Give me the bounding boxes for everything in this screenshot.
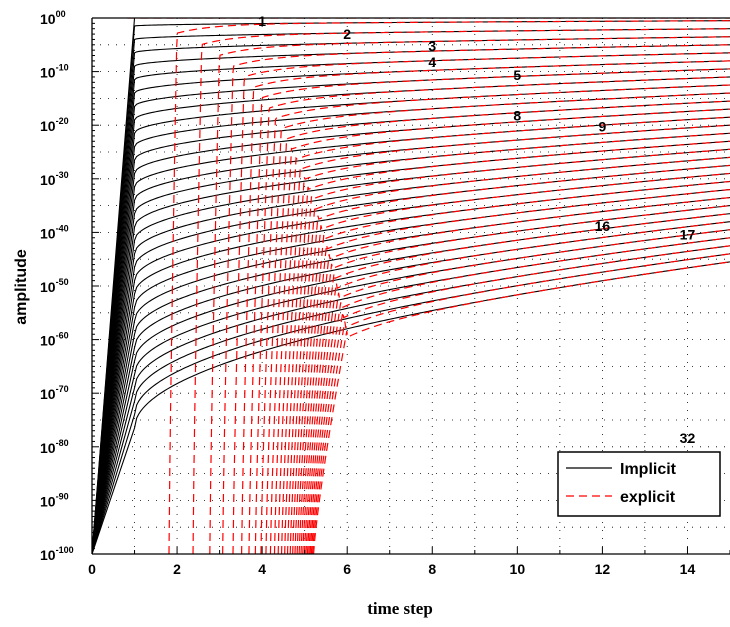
x-tick-label: 14 [680,561,696,577]
curve-label: 4 [428,54,436,70]
y-tick-label: 10-70 [40,384,69,402]
y-axis-ticks: 1000 10-10 10-20 10-30 10-40 10-50 10-60 10-70 1… [40,9,74,563]
explicit-curve [269,100,730,554]
explicit-curve [306,221,730,554]
explicit-curve [232,52,730,554]
curve-label: 3 [428,38,436,54]
curve-label: 2 [343,26,351,42]
explicit-curve [280,124,730,554]
implicit-curve [92,213,730,554]
explicit-curve [284,132,730,554]
x-tick-label: 2 [173,561,181,577]
curve-label: 17 [680,227,696,243]
legend: Implicit explicit [557,451,721,517]
explicit-curve [311,253,730,554]
explicit-curve [305,213,730,554]
curve-label: 1 [258,13,266,29]
x-tick-label: 0 [88,561,96,577]
curve-label: 8 [513,108,521,124]
curve-label: 16 [595,218,611,234]
x-tick-label: 4 [258,561,266,577]
implicit-curve [92,221,730,554]
explicit-curve [241,60,730,554]
x-tick-label: 8 [428,561,436,577]
explicit-curve [209,36,730,554]
curve-labels: 1 2 34 5 8 9 16 17 32 [258,13,695,446]
explicit-curve [286,140,730,554]
x-tick-label: 10 [510,561,526,577]
explicit-curve [303,205,730,554]
y-tick-label: 10-20 [40,116,69,134]
explicit-curve [300,188,730,554]
legend-implicit-label: Implicit [620,461,677,478]
explicit-curve [254,76,730,554]
x-axis-ticks: 0 2 4 6 8 10 12 14 [88,561,695,577]
legend-box [557,451,721,517]
explicit-curve [310,245,730,554]
explicit-curve [265,92,730,554]
explicit-curve [168,20,730,554]
curve-label: 32 [680,430,696,446]
y-tick-label: 10-60 [40,331,69,349]
curve-label: 5 [513,67,521,83]
explicit-curve [273,108,730,554]
y-tick-label: 10-10 [40,63,69,81]
explicit-curve [192,28,730,554]
y-tick-label: 10-50 [40,277,69,295]
y-tick-label: 10-40 [40,223,69,241]
explicit-curve [296,172,730,554]
explicit-curve [313,261,730,554]
y-tick-label: 10-30 [40,170,69,188]
legend-explicit-label: explicit [620,489,676,506]
explicit-curve [292,156,730,554]
explicit-curve [302,196,730,554]
y-tick-label: 10-80 [40,438,69,456]
y-axis-title: amplitude [13,249,30,325]
explicit-curve [260,84,730,554]
explicit-curve [248,68,730,554]
explicit-curve [294,164,730,554]
x-tick-label: 6 [343,561,351,577]
y-tick-label: 10-100 [40,545,74,563]
y-tick-label: 10-90 [40,491,69,509]
x-tick-label: 12 [595,561,611,577]
curve-label: 9 [599,118,607,134]
curve-family [92,18,730,554]
explicit-curve [277,116,730,554]
axes [91,17,730,555]
explicit-curve [309,237,730,554]
x-axis-title: time step [367,599,433,618]
explicit-curve [289,148,730,554]
y-tick-label: 1000 [40,9,66,27]
implicit-curve [92,229,730,554]
explicit-curve [222,44,730,554]
